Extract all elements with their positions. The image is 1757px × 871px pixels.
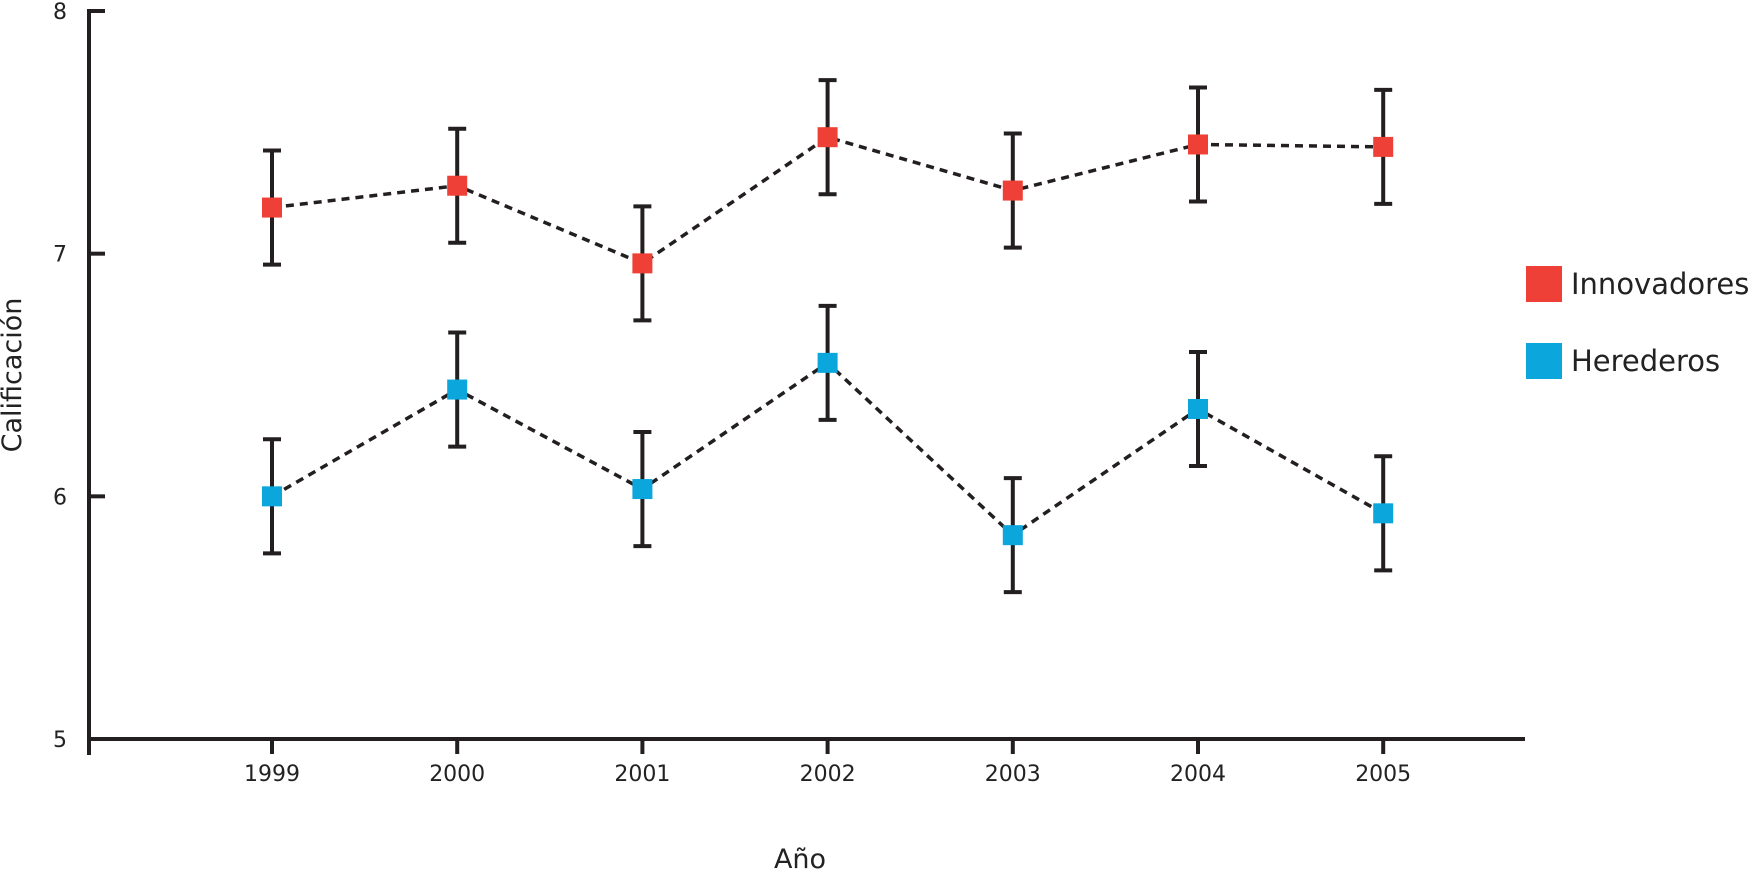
legend: Innovadores Herederos [1526, 266, 1749, 379]
series-group [262, 303, 1394, 595]
y-tick-label: 8 [53, 0, 67, 25]
legend-swatch [1526, 343, 1562, 379]
x-tick-label: 1999 [244, 762, 300, 787]
y-tick-label: 5 [53, 728, 67, 753]
x-tick-label: 2002 [800, 762, 856, 787]
legend-label: Innovadores [1571, 267, 1749, 301]
y-axis-title: Calificación [0, 298, 28, 453]
series-group [262, 78, 1394, 323]
axes [87, 9, 1525, 755]
legend-label: Herederos [1571, 344, 1720, 378]
x-tick-label: 2001 [614, 762, 670, 787]
data-point [1373, 136, 1394, 157]
x-tick-label: 2005 [1355, 762, 1411, 787]
data-point [817, 127, 838, 148]
data-point [1002, 180, 1023, 201]
data-point [817, 352, 838, 373]
series [262, 78, 1394, 595]
y-tick-label: 6 [53, 485, 67, 510]
data-point [632, 253, 653, 274]
ticks: 5 6 7 8 1999 2000 2001 2002 2003 2004 2005 [53, 0, 1411, 787]
legend-swatch [1526, 266, 1562, 302]
y-tick-label: 7 [53, 243, 67, 268]
data-point [632, 479, 653, 500]
data-point [1188, 134, 1208, 155]
data-point [262, 486, 282, 507]
data-point [447, 379, 468, 400]
data-point [262, 197, 282, 218]
x-tick-label: 2000 [429, 762, 485, 787]
x-tick-label: 2003 [985, 762, 1041, 787]
data-point [1002, 525, 1023, 546]
data-point [1188, 398, 1208, 419]
x-axis-title: Año [774, 844, 826, 871]
x-tick-label: 2004 [1170, 762, 1226, 787]
data-point [447, 175, 468, 196]
data-point [1373, 503, 1394, 524]
